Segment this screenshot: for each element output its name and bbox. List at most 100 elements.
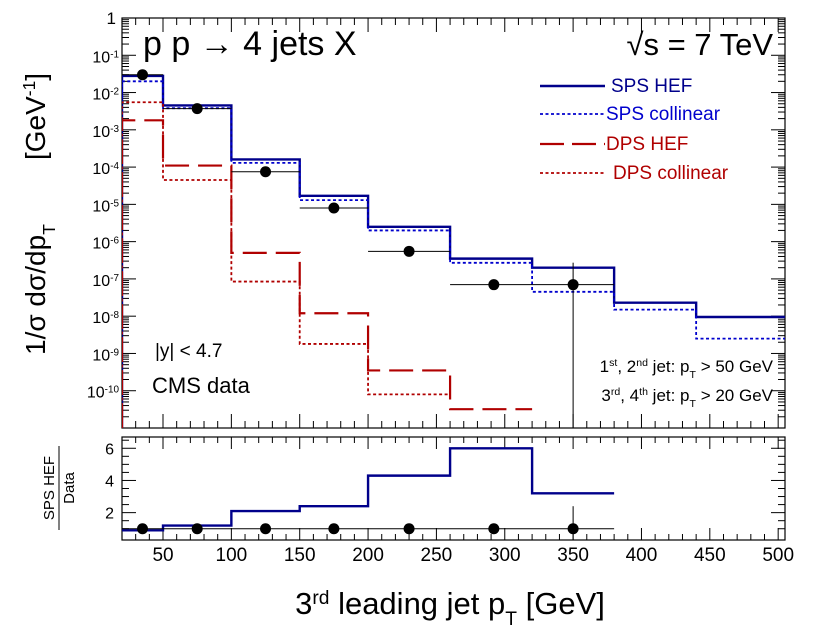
jet-cut-label-2-part: rd — [611, 386, 621, 398]
main-y-tick-label: 10-5 — [92, 198, 119, 216]
main-y-tick-label-part: -2 — [110, 86, 119, 97]
data-point — [567, 279, 579, 291]
main-y-tick-label-part: -4 — [110, 161, 119, 172]
x-axis-title-part: leading jet p — [329, 586, 505, 621]
main-y-tick-label-part: 10 — [92, 87, 110, 104]
main-y-tick-label: 10-4 — [92, 161, 119, 179]
main-y-axis-unit: [GeV-1] — [19, 73, 51, 160]
x-axis-title-part: T — [505, 609, 517, 630]
main-y-tick-label-part: -5 — [110, 198, 119, 209]
jet-cut-label-1-part: , 2 — [617, 357, 636, 376]
ratio-point — [488, 523, 500, 535]
main-y-axis-unit-part: ] — [20, 73, 51, 81]
data-point — [488, 279, 500, 291]
jet-cut-label-1-part: jet: p — [648, 357, 690, 376]
main-y-tick-label: 1 — [107, 9, 116, 28]
jet-cut-label-2-part: , 4 — [620, 386, 639, 405]
main-y-tick-label-part: 10 — [87, 385, 105, 402]
x-tick-label: 400 — [626, 545, 658, 566]
data-point — [403, 245, 415, 257]
ratio-point — [328, 523, 340, 535]
main-y-tick-label-part: 10 — [92, 310, 110, 327]
main-y-tick-label: 10-9 — [92, 347, 119, 365]
jet-cut-label-2-part: 3 — [601, 386, 610, 405]
jet-cut-label-2-part: th — [639, 386, 648, 398]
main-title: p p → 4 jets X — [143, 25, 357, 63]
jet-cut-label-1-part: 1 — [600, 357, 609, 376]
x-tick-label: 450 — [694, 545, 726, 566]
ratio-y-tick-label: 4 — [105, 473, 114, 490]
main-y-tick-label-part: 10 — [92, 347, 110, 364]
main-y-axis-unit-part: [GeV — [20, 96, 51, 160]
ratio-y-label-denominator: Data — [61, 472, 78, 504]
main-y-tick-label-part: -3 — [110, 123, 119, 134]
series-line-1 — [122, 80, 785, 428]
x-tick-label: 250 — [421, 545, 453, 566]
legend-label-1: SPS collinear — [606, 104, 721, 125]
main-y-tick-label: 10-7 — [92, 272, 119, 290]
jet-cut-label-1: 1st, 2nd jet: pT > 50 GeV — [600, 357, 774, 381]
series-line-3 — [122, 101, 451, 428]
jet-cut-label-2-part: jet: p — [648, 386, 690, 405]
main-y-tick-label-part: 10 — [92, 273, 110, 290]
x-axis-title-part: [GeV] — [517, 586, 605, 621]
main-y-tick-label-part: 10 — [92, 161, 110, 178]
jet-cut-label-2-part: T — [690, 398, 697, 410]
x-tick-label: 100 — [216, 545, 248, 566]
data-point — [191, 103, 203, 115]
main-y-axis-title: 1/σ dσ/dpT — [20, 224, 59, 355]
data-point — [137, 69, 149, 81]
x-axis-title: 3rd leading jet pT [GeV] — [295, 586, 605, 630]
jet-cut-label-1-part: nd — [636, 357, 648, 369]
ratio-point — [137, 523, 149, 535]
rapidity-cut-label: |y| < 4.7 — [155, 341, 222, 362]
x-tick-label: 350 — [557, 545, 589, 566]
main-y-tick-label-part: 10 — [92, 49, 110, 66]
main-y-axis-title-part: T — [39, 224, 59, 235]
main-y-tick-label: 10-2 — [92, 86, 119, 104]
x-tick-label: 200 — [352, 545, 384, 566]
ratio-point — [191, 523, 203, 535]
x-tick-label: 50 — [152, 545, 173, 566]
ratio-y-tick-label: 6 — [105, 441, 114, 458]
data-point — [260, 166, 272, 178]
legend-label-3: DPS collinear — [613, 163, 729, 184]
main-y-tick-label-part: -10 — [105, 384, 120, 395]
x-tick-label: 150 — [284, 545, 316, 566]
main-y-tick-label-part: -1 — [110, 49, 119, 60]
main-y-tick-label: 10-3 — [92, 123, 119, 141]
x-axis-title-part: rd — [312, 588, 329, 609]
data-label: CMS data — [152, 373, 251, 398]
jet-cut-label-2: 3rd, 4th jet: pT > 20 GeV — [601, 386, 773, 410]
jet-cut-label-1-part: > 50 GeV — [696, 357, 774, 376]
legend-label-0: SPS HEF — [611, 76, 692, 97]
series-line-2 — [122, 119, 533, 428]
main-y-tick-label-part: 10 — [92, 198, 110, 215]
main-y-tick-label-part: 10 — [92, 124, 110, 141]
energy-label: √s = 7 TeV — [626, 27, 773, 62]
main-y-axis-unit-part: -1 — [19, 81, 39, 96]
main-y-tick-label: 10-1 — [92, 49, 119, 67]
main-y-tick-label-part: -6 — [110, 235, 119, 246]
jet-cut-label-2-part: > 20 GeV — [696, 386, 774, 405]
x-tick-label: 500 — [762, 545, 794, 566]
data-point — [328, 202, 340, 214]
main-y-tick-label-part: -8 — [110, 310, 119, 321]
main-y-axis-title-part: 1/σ dσ/dp — [20, 235, 51, 355]
x-tick-label: 300 — [489, 545, 521, 566]
ratio-y-tick-label: 2 — [105, 506, 114, 523]
jet-cut-label-1-part: st — [609, 357, 617, 369]
legend-label-2: DPS HEF — [606, 134, 688, 155]
ratio-point — [567, 523, 579, 535]
main-y-tick-label: 10-8 — [92, 310, 119, 328]
main-y-tick-label: 10-10 — [87, 384, 120, 402]
jet-cut-label-1-part: T — [690, 369, 697, 381]
main-y-tick-label-part: -9 — [110, 347, 119, 358]
ratio-point — [403, 523, 415, 535]
ratio-y-label-numerator: SPS HEF — [41, 456, 58, 520]
main-y-tick-label: 10-6 — [92, 235, 119, 253]
main-y-tick-label-part: -7 — [110, 272, 119, 283]
x-axis-title-part: 3 — [295, 586, 312, 621]
